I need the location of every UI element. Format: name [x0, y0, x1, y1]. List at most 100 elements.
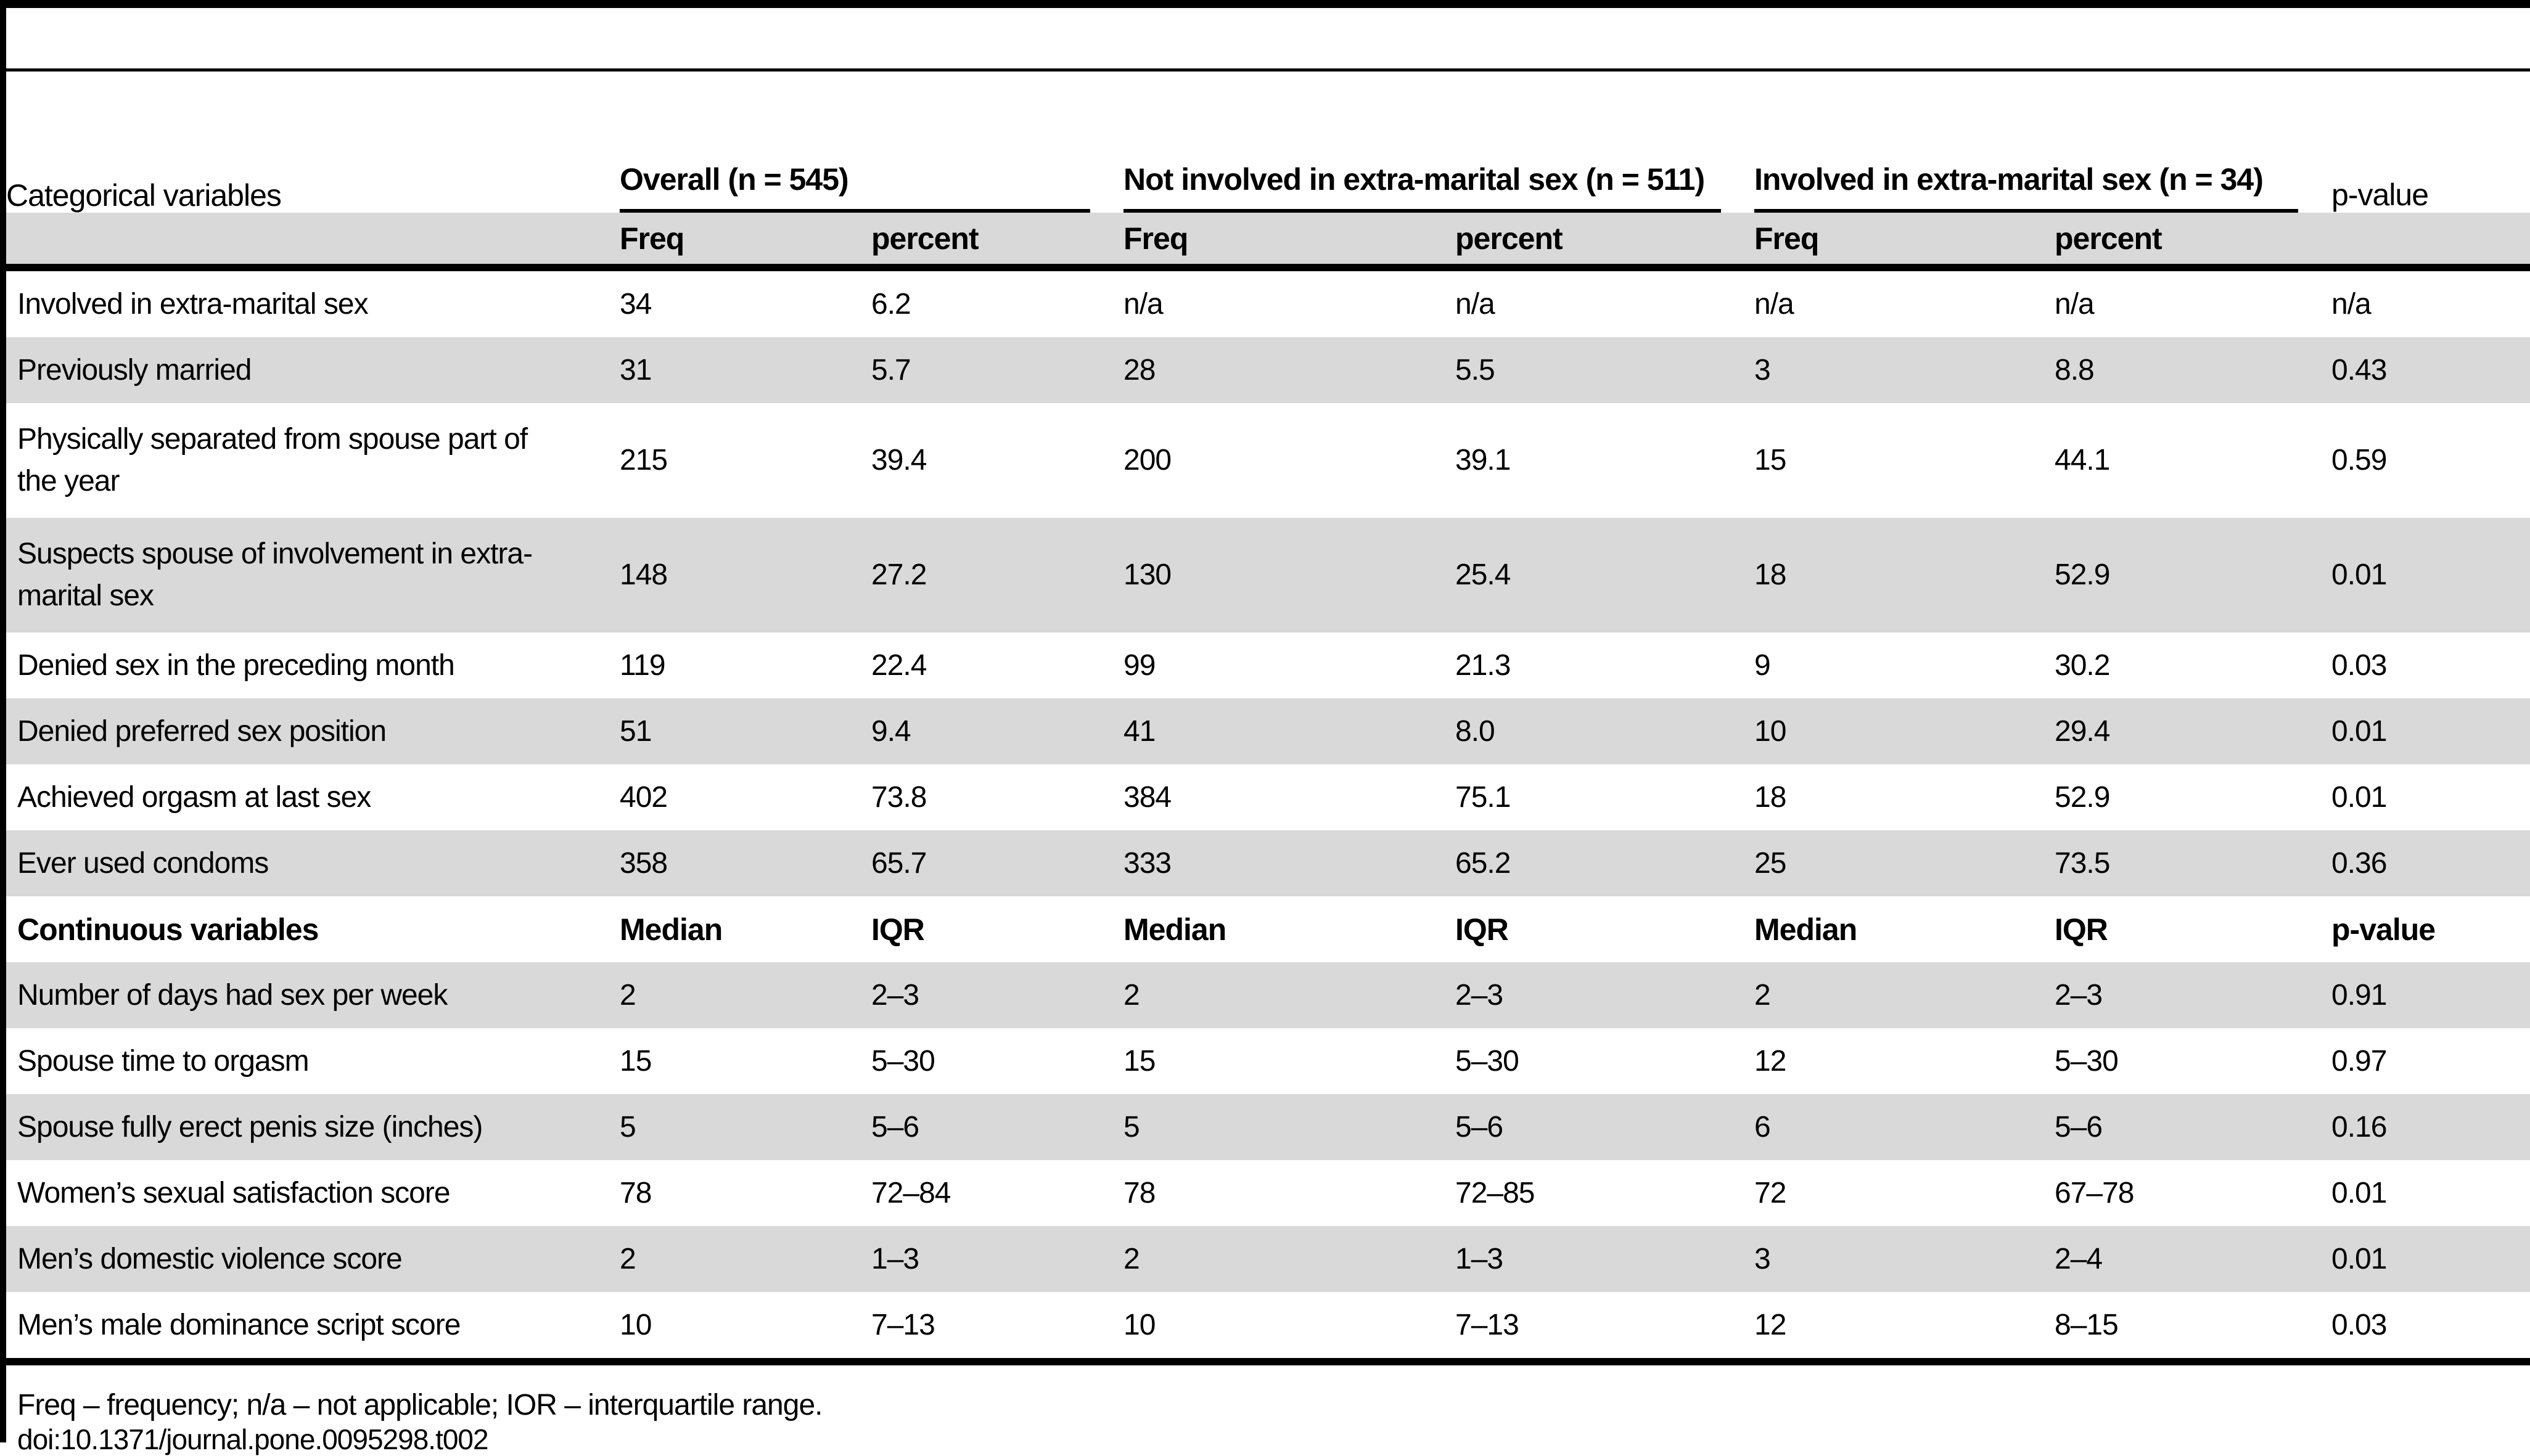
pvalue-cell: 0.01 — [2331, 518, 2530, 632]
freq-overall-cell: 15 — [620, 1044, 652, 1078]
percent-overall-cell: 5.7 — [871, 337, 1124, 403]
percent-overall-cell: 5–6 — [871, 1094, 1124, 1160]
percent-involved-cell: 52.9 — [2055, 518, 2332, 632]
table-row: Suspects spouse of involvement in extra-… — [6, 518, 2530, 632]
table-row: Men’s male dominance script score 10 7–13 1… — [6, 1292, 2530, 1365]
row-label-cell: Involved in extra-marital sex — [17, 287, 369, 321]
percent-overall-cell: 2–3 — [871, 962, 1124, 1028]
table-row: Men’s domestic violence score 2 1–3 2 1–3 3 2–… — [6, 1226, 2530, 1292]
table-row: Spouse time to orgasm 15 5–30 15 5–30 12 5–30 0… — [6, 1028, 2530, 1094]
freq-not-involved-cell: 5 — [1123, 1094, 1456, 1160]
group-header-row: Categorical variables Overall (n = 545) … — [6, 70, 2530, 213]
percent-overall-cell: 73.8 — [871, 780, 927, 814]
percent-not-involved-cell: IQR — [1455, 912, 1509, 947]
freq-not-involved-cell: 2 — [1123, 962, 1456, 1028]
freq-not-involved-cell: 99 — [1123, 648, 1156, 682]
percent-involved-cell: 8–15 — [2055, 1292, 2332, 1365]
row-label-cell: Women’s sexual satisfaction score — [17, 1176, 451, 1209]
freq-involved-cell: 9 — [1754, 648, 1771, 682]
pvalue-cell: 0.01 — [2331, 1176, 2387, 1209]
freq-involved-cell: 72 — [1754, 1176, 1786, 1209]
subheader-freq-involved: Freq — [1754, 213, 2055, 271]
pvalue-column-header: p-value — [2331, 178, 2429, 212]
freq-overall-cell: 34 — [620, 287, 652, 321]
percent-not-involved-cell: 7–13 — [1455, 1292, 1755, 1365]
freq-not-involved-cell: Median — [1123, 912, 1226, 947]
percent-overall-cell: 1–3 — [871, 1226, 1124, 1292]
pvalue-cell: 0.03 — [2331, 648, 2387, 682]
row-label-cell: Number of days had sex per week — [6, 962, 620, 1028]
percent-not-involved-cell: 5–6 — [1455, 1094, 1755, 1160]
pvalue-cell: p-value — [2331, 912, 2436, 947]
percent-involved-cell: 30.2 — [2055, 648, 2110, 682]
freq-overall-cell: 51 — [620, 698, 871, 764]
subheader-freq-not-involved: Freq — [1123, 213, 1456, 271]
percent-involved-cell: IQR — [2055, 912, 2108, 947]
table-row: Achieved orgasm at last sex 402 73.8 384 75.… — [6, 764, 2530, 830]
footnote: Freq – frequency; n/a – not applicable; … — [17, 1389, 823, 1421]
table-head: Categorical variables Overall (n = 545) … — [6, 70, 2530, 271]
freq-involved-cell: 18 — [1754, 780, 1786, 814]
table-row: Involved in extra-marital sex 34 6.2 n/a n/a… — [6, 268, 2530, 337]
row-label-cell: Men’s male dominance script score — [6, 1292, 620, 1365]
column-group-involved: Involved in extra-marital sex (n = 34) — [1754, 70, 2331, 213]
percent-involved-cell: 73.5 — [2055, 830, 2332, 896]
freq-involved-cell: Median — [1754, 912, 1857, 947]
freq-overall-cell: 358 — [620, 830, 871, 896]
subheader-percent-not-involved: percent — [1455, 213, 1755, 271]
percent-not-involved-cell: 1–3 — [1455, 1226, 1755, 1292]
pvalue-cell: 0.01 — [2331, 1226, 2530, 1292]
row-label-cell: Spouse fully erect penis size (inches) — [6, 1094, 620, 1160]
percent-not-involved-cell: 25.4 — [1455, 518, 1755, 632]
subheader-row: Freq percent Freq percent Freq percent — [6, 213, 2530, 271]
percent-not-involved-cell: 5.5 — [1455, 337, 1755, 403]
top-border-bar — [0, 0, 2530, 8]
row-label-cell: Denied preferred sex position — [6, 698, 620, 764]
table-row: Spouse fully erect penis size (inches) 5 5… — [6, 1094, 2530, 1160]
row-label-cell: Suspects spouse of involvement in extra-… — [6, 518, 620, 632]
row-label-cell: Previously married — [6, 337, 620, 403]
percent-involved-cell: 2–4 — [2055, 1226, 2332, 1292]
freq-not-involved-cell: 384 — [1123, 780, 1172, 814]
doi-line: doi:10.1371/journal.pone.0095298.t002 — [17, 1423, 489, 1455]
subheader-pvalue-empty-cell — [2331, 213, 2530, 271]
pvalue-cell: 0.36 — [2331, 830, 2530, 896]
column-group-overall: Overall (n = 545) — [620, 70, 1123, 213]
subheader-freq-overall: Freq — [620, 213, 871, 271]
pvalue-cell: 0.43 — [2331, 337, 2530, 403]
freq-overall-cell: 2 — [620, 962, 871, 1028]
percent-not-involved-cell: 8.0 — [1455, 698, 1755, 764]
column-group-not-involved: Not involved in extra-marital sex (n = 5… — [1123, 70, 1754, 213]
percent-overall-cell: 5–30 — [871, 1044, 935, 1078]
freq-not-involved-cell: n/a — [1123, 287, 1164, 321]
freq-not-involved-cell: 15 — [1123, 1044, 1156, 1078]
freq-involved-cell: 12 — [1754, 1292, 2055, 1365]
percent-overall-cell: 27.2 — [871, 518, 1124, 632]
table-row: Denied preferred sex position 51 9.4 41 8.0 1… — [6, 698, 2530, 764]
freq-overall-cell: 215 — [620, 444, 668, 476]
column-group-not-involved-label: Not involved in extra-marital sex (n = 5… — [1123, 160, 1722, 213]
freq-not-involved-cell: 28 — [1123, 337, 1456, 403]
freq-involved-cell: 18 — [1754, 518, 2055, 632]
percent-overall-cell: 65.7 — [871, 830, 1124, 896]
percent-not-involved-cell: 65.2 — [1455, 830, 1755, 896]
column-group-involved-label: Involved in extra-marital sex (n = 34) — [1754, 160, 2299, 213]
freq-not-involved-cell: 41 — [1123, 698, 1456, 764]
percent-involved-cell: 67–78 — [2055, 1176, 2134, 1209]
percent-involved-cell: 5–6 — [2055, 1094, 2332, 1160]
percent-not-involved-cell: 75.1 — [1455, 780, 1511, 814]
freq-involved-cell: 12 — [1754, 1044, 1786, 1078]
pvalue-cell: 0.03 — [2331, 1292, 2530, 1365]
table-row: Ever used condoms 358 65.7 333 65.2 25 73.5 0.3… — [6, 830, 2530, 896]
percent-overall-cell: 22.4 — [871, 648, 927, 682]
pvalue-cell: 0.91 — [2331, 962, 2530, 1028]
percent-not-involved-cell: 21.3 — [1455, 648, 1511, 682]
freq-overall-cell: 402 — [620, 780, 668, 814]
percent-not-involved-cell: n/a — [1455, 287, 1495, 321]
row-label-cell: Denied sex in the preceding month — [17, 648, 455, 682]
row-label-cell: Men’s domestic violence score — [6, 1226, 620, 1292]
percent-not-involved-cell: 5–30 — [1455, 1044, 1519, 1078]
freq-overall-cell: 31 — [620, 337, 871, 403]
freq-not-involved-cell: 78 — [1123, 1176, 1156, 1209]
pvalue-cell: 0.01 — [2331, 780, 2387, 814]
